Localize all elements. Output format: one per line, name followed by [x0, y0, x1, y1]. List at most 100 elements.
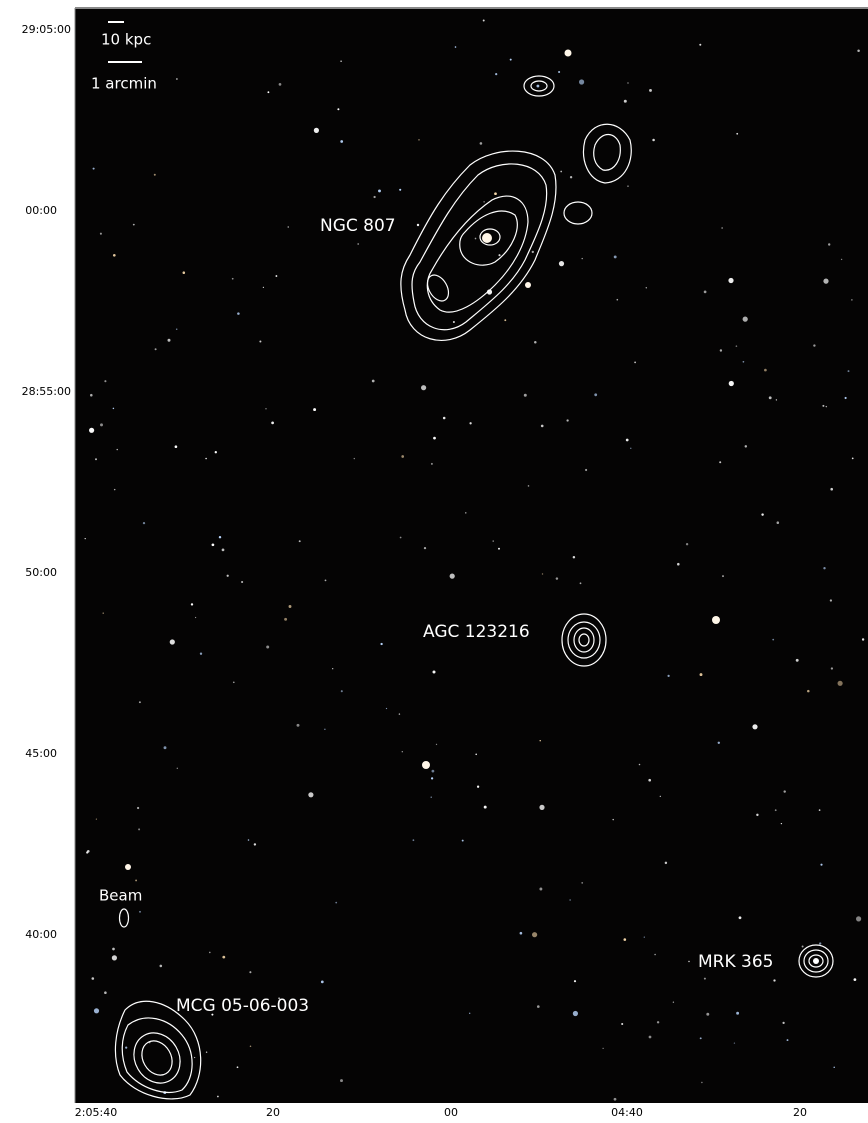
- star: [660, 796, 661, 797]
- star: [802, 946, 804, 948]
- bright-source: [712, 616, 720, 624]
- star: [89, 428, 94, 433]
- star: [851, 299, 852, 300]
- star: [325, 580, 327, 582]
- star: [536, 85, 539, 88]
- star: [154, 174, 156, 176]
- star: [736, 1012, 739, 1015]
- star: [85, 538, 86, 539]
- star: [582, 258, 583, 259]
- star: [462, 840, 464, 842]
- beam-label: Beam: [99, 887, 142, 905]
- star: [833, 1067, 834, 1068]
- star: [649, 89, 652, 92]
- star: [706, 1013, 709, 1016]
- star: [617, 299, 619, 301]
- star: [819, 809, 821, 811]
- star: [241, 581, 243, 583]
- star: [206, 1051, 207, 1052]
- y-tick-label: 45:00: [25, 747, 57, 760]
- star: [237, 1066, 239, 1068]
- star: [289, 605, 292, 608]
- star: [191, 603, 193, 605]
- star: [652, 139, 655, 142]
- star: [510, 59, 512, 61]
- star: [784, 790, 786, 792]
- star: [573, 556, 575, 558]
- star: [520, 932, 523, 935]
- star: [769, 396, 772, 399]
- star: [700, 673, 703, 676]
- star: [614, 255, 617, 258]
- star: [263, 287, 264, 288]
- star: [796, 659, 799, 662]
- star: [654, 954, 656, 956]
- star: [729, 381, 734, 386]
- star: [493, 540, 494, 541]
- star: [624, 100, 627, 103]
- figure: 29:05:00 00:00 28:55:00 50:00 45:00 40:0…: [0, 0, 868, 1123]
- star: [233, 681, 235, 683]
- star: [585, 469, 587, 471]
- star: [646, 287, 647, 288]
- star: [453, 321, 455, 323]
- star: [340, 140, 343, 143]
- star: [259, 340, 261, 342]
- star: [627, 82, 628, 83]
- star: [232, 278, 234, 280]
- star: [170, 639, 175, 644]
- star: [841, 259, 842, 260]
- star: [826, 406, 827, 407]
- x-tick-label: 2:05:40: [75, 1106, 117, 1119]
- star: [542, 573, 543, 574]
- star: [433, 671, 436, 674]
- bright-source: [565, 50, 572, 57]
- star: [569, 899, 570, 900]
- star: [137, 807, 139, 809]
- star: [781, 823, 782, 824]
- star: [160, 965, 163, 968]
- star: [469, 1013, 470, 1014]
- star: [399, 713, 400, 714]
- star: [100, 423, 103, 426]
- star: [222, 956, 225, 959]
- star: [483, 20, 485, 22]
- star: [777, 521, 780, 524]
- star: [559, 261, 564, 266]
- star: [699, 44, 701, 46]
- star: [215, 451, 217, 453]
- page: {"axes": {"yticks": ["29:05:00", "00:00"…: [0, 0, 868, 1123]
- star: [340, 1079, 343, 1082]
- star: [275, 275, 277, 277]
- star: [498, 254, 500, 256]
- star: [94, 1008, 99, 1013]
- star: [528, 485, 530, 487]
- star: [175, 445, 178, 448]
- star: [539, 888, 542, 891]
- star: [639, 764, 641, 766]
- star: [205, 458, 207, 460]
- star: [701, 1082, 702, 1083]
- x-tick-label: 00: [444, 1106, 458, 1119]
- star: [667, 675, 669, 677]
- star: [581, 882, 583, 884]
- star: [665, 862, 667, 864]
- star: [195, 617, 196, 618]
- star: [720, 349, 722, 351]
- galaxy-core: [813, 958, 819, 964]
- star: [237, 312, 240, 315]
- star: [431, 777, 433, 779]
- star: [704, 291, 707, 294]
- star: [475, 754, 477, 756]
- star: [603, 1048, 604, 1049]
- star: [112, 955, 117, 960]
- star: [436, 744, 437, 745]
- star: [168, 339, 171, 342]
- star: [421, 385, 426, 390]
- star: [117, 449, 118, 450]
- star: [541, 425, 544, 428]
- star: [504, 319, 506, 321]
- star: [380, 643, 382, 645]
- star: [570, 176, 572, 178]
- y-tick-label: 40:00: [25, 928, 57, 941]
